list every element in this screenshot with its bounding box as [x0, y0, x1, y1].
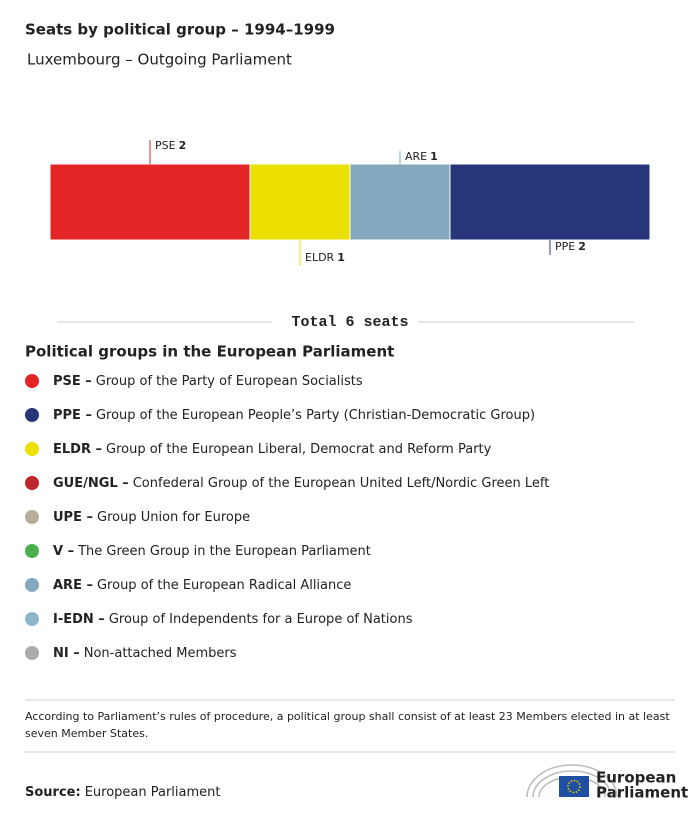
source: Source: European Parliament — [25, 785, 221, 800]
legend-text: Group of the Party of European Socialist… — [96, 374, 363, 389]
logo-flag — [559, 776, 589, 797]
legend-dot — [25, 578, 39, 592]
segment-label: PPE 2 — [555, 240, 586, 253]
logo-text: Parliament — [596, 784, 688, 802]
logo-stars — [567, 779, 581, 794]
legend-entry: GUE/NGL – Confederal Group of the Europea… — [53, 476, 549, 491]
segment-name: ELDR — [305, 251, 335, 264]
legend-entry: PPE – Group of the European People’s Part… — [53, 408, 535, 423]
source-text: European Parliament — [85, 785, 221, 800]
legend-abbr: I-EDN – — [53, 612, 105, 627]
segment-label: ELDR 1 — [305, 251, 345, 264]
legend-entry: ELDR – Group of the European Liberal, Dem… — [53, 442, 492, 457]
bar-segment — [249, 163, 351, 241]
legend-dot — [25, 408, 39, 422]
logo-text: European — [596, 769, 676, 787]
legend-text: Group of the European Liberal, Democrat … — [106, 442, 492, 457]
legend-dot — [25, 544, 39, 558]
segment-value: 1 — [430, 150, 438, 163]
segment-name: PPE — [555, 240, 575, 253]
legend-text: Confederal Group of the European United … — [133, 476, 550, 491]
legend-entry: I-EDN – Group of Independents for a Europ… — [53, 612, 413, 627]
segment-label: PSE 2 — [155, 139, 186, 152]
legend-abbr: GUE/NGL – — [53, 476, 129, 491]
logo-arc — [526, 764, 618, 798]
legend-title: Political groups in the European Parliam… — [25, 343, 394, 361]
segment-name: PSE — [155, 139, 176, 152]
legend-dot — [25, 612, 39, 626]
bar-segment — [349, 163, 451, 241]
legend-abbr: ARE – — [53, 578, 93, 593]
footnote: According to Parliament’s rules of proce… — [25, 710, 670, 723]
segment-name: ARE — [405, 150, 427, 163]
total-label: Total 6 seats — [291, 314, 408, 331]
legend-entry: ARE – Group of the European Radical Allia… — [53, 578, 351, 593]
legend-abbr: V – — [53, 544, 74, 559]
legend-abbr: PPE – — [53, 408, 92, 423]
legend-abbr: NI – — [53, 646, 80, 661]
legend-dot — [25, 510, 39, 524]
segment-value: 2 — [578, 240, 586, 253]
legend-dot — [25, 442, 39, 456]
segment-value: 2 — [179, 139, 187, 152]
legend-text: Non-attached Members — [84, 646, 237, 661]
legend-entry: NI – Non-attached Members — [53, 646, 237, 661]
segment-value: 1 — [337, 251, 345, 264]
logo: European Parliament — [526, 764, 688, 802]
legend-entry: V – The Green Group in the European Parli… — [53, 544, 371, 559]
legend-dot — [25, 374, 39, 388]
legend-text: Group Union for Europe — [97, 510, 250, 525]
legend-dot — [25, 476, 39, 490]
legend-entry: PSE – Group of the Party of European Soci… — [53, 374, 363, 389]
source-label: Source: — [25, 785, 81, 800]
legend-abbr: UPE – — [53, 510, 93, 525]
chart-title: Seats by political group – 1994–1999 — [25, 21, 335, 39]
legend-entry: UPE – Group Union for Europe — [53, 510, 250, 525]
legend-text: Group of the European People’s Party (Ch… — [96, 408, 535, 423]
legend-text: Group of Independents for a Europe of Na… — [109, 612, 413, 627]
segment-label: ARE 1 — [405, 150, 438, 163]
logo-arc — [532, 770, 612, 798]
legend-text: The Green Group in the European Parliame… — [77, 544, 371, 559]
legend-abbr: ELDR – — [53, 442, 102, 457]
legend-dot — [25, 646, 39, 660]
chart-subtitle: Luxembourg – Outgoing Parliament — [27, 51, 292, 69]
bar-segment — [49, 163, 251, 241]
footnote: seven Member States. — [25, 727, 148, 740]
legend-abbr: PSE – — [53, 374, 92, 389]
legend-text: Group of the European Radical Alliance — [97, 578, 351, 593]
bar-segment — [449, 163, 651, 241]
